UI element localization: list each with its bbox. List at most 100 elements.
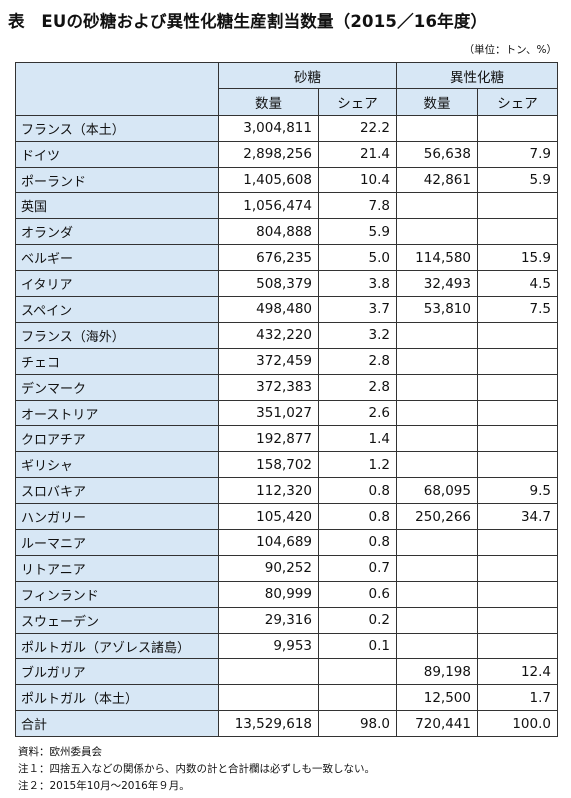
value-cell: 13,529,618 [218,710,319,738]
value-cell: 2.8 [318,373,397,401]
country-cell: スロバキア [15,477,219,505]
title: 表 EUの砂糖および異性化糖生産割当数量（2015／16年度） [8,12,488,31]
value-cell [477,580,558,608]
table-row: 英国 1,056,474 7.8 [15,192,558,220]
country-cell: ルーマニア [15,529,219,556]
value-cell [477,451,558,479]
value-cell [396,580,478,608]
value-cell [218,684,319,712]
value-cell: 158,702 [218,451,319,479]
country-cell: スウェーデン [15,606,219,634]
header-row: 砂糖 異性化糖 [15,61,558,116]
value-cell [477,632,558,660]
value-cell [477,606,558,634]
column-header: シェア [318,88,397,116]
value-cell [396,554,478,582]
country-cell: イタリア [15,270,219,298]
value-cell: 12.4 [477,658,558,686]
value-cell: 68,095 [396,477,478,505]
group-header: 異性化糖 [396,61,558,90]
value-cell [477,425,558,453]
value-cell [477,529,558,556]
table-row: ポルトガル（本土） 12,500 1.7 [15,684,558,712]
value-cell: 104,689 [218,529,319,556]
value-cell [396,632,478,660]
value-cell [477,347,558,375]
value-cell: 5.9 [318,218,397,246]
value-cell: 7.9 [477,140,558,168]
country-cell: クロアチア [15,425,219,453]
country-cell: 英国 [15,192,219,220]
table-row: ハンガリー 105,420 0.8 250,266 34.7 [15,503,558,531]
table-row: イタリア 508,379 3.8 32,493 4.5 [15,270,558,298]
value-cell: 3,004,811 [218,114,319,142]
value-cell: 3.7 [318,296,397,323]
value-cell [396,373,478,401]
table-row: スウェーデン 29,316 0.2 [15,606,558,634]
value-cell: 114,580 [396,244,478,272]
value-cell: 90,252 [218,554,319,582]
value-cell: 15.9 [477,244,558,272]
country-cell: ポーランド [15,166,219,194]
value-cell: 29,316 [218,606,319,634]
group-header: 砂糖 [218,61,397,90]
table-row: リトアニア 90,252 0.7 [15,554,558,582]
value-cell: 80,999 [218,580,319,608]
value-cell: 5.9 [477,166,558,194]
table-row: クロアチア 192,877 1.4 [15,425,558,453]
value-cell [396,529,478,556]
table-row: ルーマニア 104,689 0.8 [15,529,558,556]
note-line: 注２：2015年10月～2016年９月。 [18,780,190,792]
value-cell: 98.0 [318,710,397,738]
value-cell [477,114,558,142]
table-row: ベルギー 676,235 5.0 114,580 15.9 [15,244,558,272]
value-cell: 1,405,608 [218,166,319,194]
value-cell: 4.5 [477,270,558,298]
table-row: ポーランド 1,405,608 10.4 42,861 5.9 [15,166,558,194]
unit-note: （単位：トン、%） [463,44,557,56]
table-row: フランス（海外） 432,220 3.2 [15,321,558,349]
country-cell: フランス（本土） [15,114,219,142]
value-cell: 1,056,474 [218,192,319,220]
value-cell [396,192,478,220]
country-cell: リトアニア [15,554,219,582]
value-cell: 2,898,256 [218,140,319,168]
table-row: オランダ 804,888 5.9 [15,218,558,246]
value-cell [477,554,558,582]
value-cell: 3.8 [318,270,397,298]
value-cell: 1.2 [318,451,397,479]
country-cell: オーストリア [15,399,219,427]
value-cell: 21.4 [318,140,397,168]
value-cell: 2.6 [318,399,397,427]
value-cell: 32,493 [396,270,478,298]
country-cell: フランス（海外） [15,321,219,349]
value-cell: 351,027 [218,399,319,427]
value-cell: 9.5 [477,477,558,505]
country-cell: チェコ [15,347,219,375]
value-cell [477,373,558,401]
country-cell: ブルガリア [15,658,219,686]
value-cell: 9,953 [218,632,319,660]
country-cell: ハンガリー [15,503,219,531]
value-cell [396,451,478,479]
value-cell: 372,383 [218,373,319,401]
value-cell [477,192,558,220]
column-header: 数量 [396,88,478,116]
value-cell: 105,420 [218,503,319,531]
value-cell: 112,320 [218,477,319,505]
value-cell: 12,500 [396,684,478,712]
value-cell [396,606,478,634]
value-cell: 0.7 [318,554,397,582]
value-cell: 56,638 [396,140,478,168]
value-cell: 432,220 [218,321,319,349]
value-cell [396,321,478,349]
column-header: 数量 [218,88,319,116]
value-cell: 100.0 [477,710,558,738]
header-row: 数量 シェア 数量 シェア [16,88,558,116]
table-row: チェコ 372,459 2.8 [15,347,558,375]
country-cell: スペイン [15,296,219,323]
table-row: 合計 13,529,618 98.0 720,441 100.0 [15,710,558,738]
value-cell: 89,198 [396,658,478,686]
table-row: フィンランド 80,999 0.6 [15,580,558,608]
